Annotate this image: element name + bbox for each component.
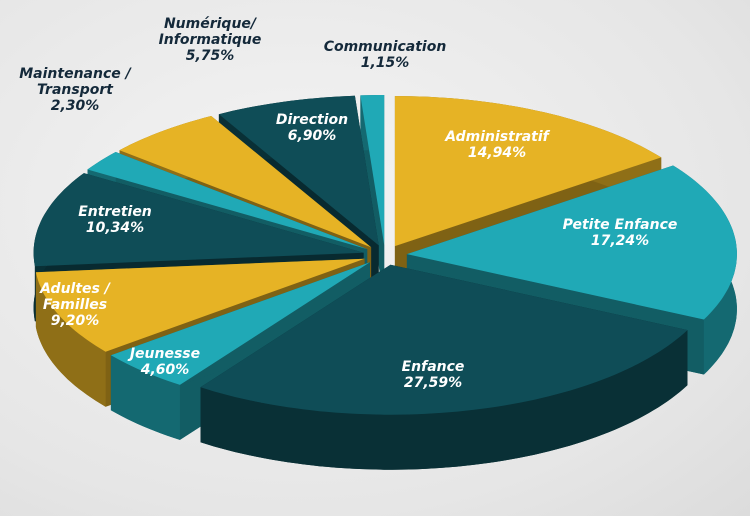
category-label: Petite Enfance: [562, 217, 678, 233]
slice-top: [200, 264, 688, 415]
slice-top: [87, 152, 368, 250]
value-label: 14,94%: [467, 145, 527, 161]
slice-label: Numérique/ Informatique 5,75%: [140, 16, 280, 64]
category-label: Enfance: [401, 359, 465, 375]
category-label: Communication: [323, 39, 447, 55]
slice-top: [35, 258, 365, 352]
slice-label: Direction 6,90%: [262, 112, 362, 144]
category-label: Adultes / Familles: [40, 281, 110, 313]
slice-label: Communication 1,15%: [305, 39, 465, 71]
category-label: Jeunesse: [129, 346, 201, 362]
slice-side: [200, 330, 688, 470]
category-label: Direction: [275, 112, 349, 128]
slice-label: Adultes / Familles 9,20%: [30, 281, 120, 329]
category-label: Numérique/ Informatique: [158, 16, 262, 48]
slice-label: Petite Enfance 17,24%: [540, 217, 700, 249]
slice-label: Administratif 14,94%: [422, 129, 572, 161]
value-label: 10,34%: [85, 220, 145, 236]
value-label: 5,75%: [185, 48, 235, 64]
value-label: 6,90%: [287, 128, 337, 144]
slice-label: Entretien 10,34%: [60, 204, 170, 236]
slice-top: [406, 165, 737, 320]
slice-top: [119, 116, 372, 248]
value-label: 9,20%: [50, 313, 100, 329]
value-label: 2,30%: [50, 98, 100, 114]
category-label: Entretien: [78, 204, 152, 220]
slice-top: [33, 173, 364, 267]
slice-top: [360, 95, 385, 245]
value-label: 27,59%: [403, 375, 463, 391]
slice-top: [394, 96, 662, 247]
slice-side: [110, 355, 180, 440]
slice-side: [35, 272, 106, 407]
value-label: 17,24%: [590, 233, 650, 249]
value-label: 4,60%: [140, 362, 190, 378]
slice-label: Jeunesse 4,60%: [115, 346, 215, 378]
category-label: Administratif: [445, 129, 549, 145]
slice-label: Enfance 27,59%: [363, 359, 503, 391]
slice-top: [218, 95, 379, 246]
slice-top: [110, 262, 370, 385]
slice: [200, 264, 688, 470]
slice-label: Maintenance / Transport 2,30%: [0, 66, 150, 114]
category-label: Maintenance / Transport: [19, 66, 131, 98]
value-label: 1,15%: [360, 55, 410, 71]
